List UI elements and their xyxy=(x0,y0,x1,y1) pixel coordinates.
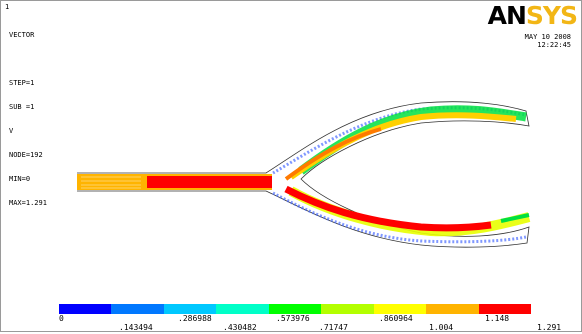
legend-label-lower: .143494 xyxy=(119,323,153,332)
legend-swatch xyxy=(216,304,269,314)
legend-labels: 0 .286988 .573976 .860964 1.148 .143494 … xyxy=(1,314,582,334)
window-number: 1 xyxy=(5,3,10,11)
legend-swatch xyxy=(111,304,164,314)
info-line-variable: V xyxy=(9,127,14,135)
inlet-flow-vectors xyxy=(77,174,147,190)
legend-swatch xyxy=(321,304,374,314)
color-legend xyxy=(59,304,531,314)
upper-branch-flow-orange xyxy=(284,127,382,181)
ansys-logo: ANSYS xyxy=(487,1,578,30)
legend-swatch xyxy=(59,304,112,314)
lower-branch-outlet-green xyxy=(500,213,530,223)
legend-label-lower: .71747 xyxy=(319,323,348,332)
info-line-node: NODE=192 xyxy=(9,151,43,159)
lower-branch-flow-red xyxy=(284,185,492,232)
info-line-min: MIN=0 xyxy=(9,175,31,183)
legend-label-lower: 1.291 xyxy=(537,323,562,332)
logo-text-sys: SYS xyxy=(525,1,578,30)
channel-outline xyxy=(77,101,530,248)
legend-label-upper: 1.148 xyxy=(485,314,510,323)
info-line-max: MAX=1.291 xyxy=(9,199,47,207)
legend-label-upper: 0 xyxy=(59,314,64,323)
time-label: 12:22:45 xyxy=(537,41,571,49)
legend-swatch xyxy=(268,304,322,314)
result-info-block: 1 VECTOR STEP=1 SUB =1 V NODE=192 MIN=0 … xyxy=(5,3,47,207)
legend-label-upper: .573976 xyxy=(276,314,310,323)
main-channel-edge-vectors xyxy=(147,174,272,176)
date-label: MAY 10 2008 xyxy=(524,33,571,41)
legend-swatch xyxy=(373,304,427,314)
legend-swatch xyxy=(163,304,217,314)
legend-label-lower: .430482 xyxy=(223,323,257,332)
legend-label-upper: .286988 xyxy=(178,314,212,323)
upper-branch-wall-vectors xyxy=(272,106,527,175)
info-line-step: STEP=1 xyxy=(9,79,35,87)
main-channel-core-vectors xyxy=(147,174,272,190)
upper-branch-flow-yellow xyxy=(289,112,517,180)
inlet-streaks xyxy=(81,176,141,189)
info-line-plot-type: VECTOR xyxy=(9,31,35,39)
main-channel-edge-vectors-lower xyxy=(147,188,272,190)
logo-text-an: AN xyxy=(487,1,527,30)
legend-label-lower: 1.004 xyxy=(429,323,454,332)
legend-swatch xyxy=(478,304,531,314)
timestamp: MAY 10 2008 12:22:45 xyxy=(525,33,571,49)
info-line-sub: SUB =1 xyxy=(9,103,35,111)
vector-plot[interactable] xyxy=(1,1,582,301)
lower-branch-wall-vectors xyxy=(272,191,527,244)
legend-swatch xyxy=(426,304,479,314)
legend-label-upper: .860964 xyxy=(379,314,413,323)
